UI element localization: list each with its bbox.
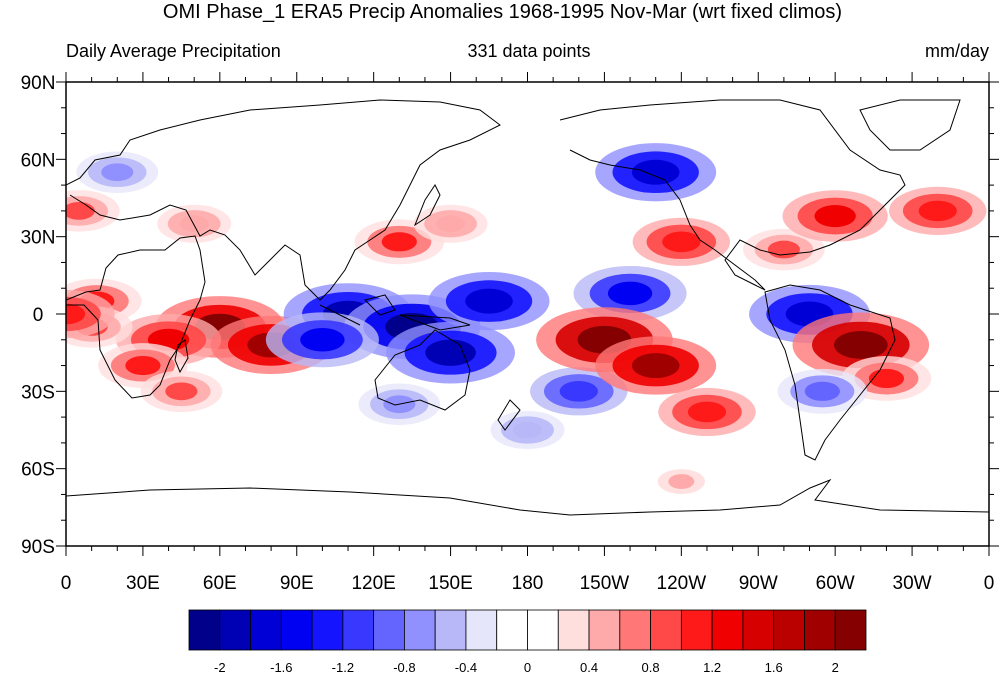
- colorbar-label: -0.4: [455, 660, 477, 675]
- anomaly-core: [833, 331, 888, 359]
- colorbar-swatch: [342, 609, 375, 651]
- lon-tick-label: 90W: [739, 573, 778, 594]
- anomaly-core: [687, 401, 727, 423]
- units-label: mm/day: [924, 41, 989, 61]
- colorbar-labels: -2 -1.6 -1.2 -0.8 -0.4 0 0.4 0.8 1.2 1.6 2: [214, 660, 839, 675]
- anomaly-core: [631, 353, 680, 379]
- colorbar-label: 2: [832, 660, 839, 675]
- lat-tick-label: 90S: [21, 537, 55, 558]
- plot-title: OMI Phase_1 ERA5 Precip Anomalies 1968-1…: [162, 1, 843, 23]
- lat-tick-label: 60S: [21, 460, 55, 481]
- latitude-tick-labels: 90N 60N 30N 0 30S 60S 90S: [21, 73, 56, 558]
- lon-tick-label: 0: [984, 573, 995, 594]
- lat-tick-label: 90N: [21, 73, 56, 94]
- colorbar-swatch: [219, 609, 251, 651]
- center-subtitle: 331 data points: [467, 41, 591, 61]
- anomaly-core: [868, 368, 905, 389]
- colorbar-swatch: [557, 609, 590, 651]
- anomaly-core: [381, 232, 417, 252]
- anomaly-core: [767, 240, 800, 259]
- colorbar-swatch: [650, 609, 682, 651]
- anomaly-core: [607, 281, 653, 306]
- lat-tick-label: 30N: [21, 228, 56, 249]
- colorbar-swatch: [373, 609, 405, 651]
- lon-tick-label: 120E: [351, 573, 395, 594]
- anomaly-core: [425, 339, 476, 366]
- anomaly-core: [465, 288, 513, 314]
- lon-tick-label: 0: [61, 573, 72, 594]
- colorbar-label: -2: [214, 660, 226, 675]
- anomaly-core: [814, 205, 856, 228]
- anomaly-core: [662, 231, 701, 253]
- anomaly-core: [918, 200, 957, 222]
- anomaly-core: [512, 421, 543, 439]
- anomaly-core: [179, 215, 209, 232]
- colorbar-swatch: [804, 609, 836, 651]
- anomaly-core: [66, 303, 86, 325]
- lon-tick-label: 120W: [657, 573, 707, 594]
- colorbar-label: -1.2: [332, 660, 354, 675]
- anomaly-core: [165, 382, 198, 401]
- lat-tick-label: 30S: [21, 382, 55, 403]
- colorbar-swatch: [619, 609, 651, 651]
- colorbar-swatch: [496, 609, 528, 651]
- left-subtitle: Daily Average Precipitation: [66, 41, 281, 61]
- coastlines: [66, 99, 989, 516]
- anomaly-core: [300, 328, 345, 352]
- anomaly-core: [804, 381, 840, 401]
- colorbar-swatch: [188, 609, 221, 651]
- colorbar-label: 1.2: [703, 660, 721, 675]
- lon-tick-label: 60W: [816, 573, 855, 594]
- colorbar-label: -0.8: [393, 660, 415, 675]
- lon-tick-label: 180: [512, 573, 544, 594]
- colorbar-swatch: [311, 609, 344, 651]
- colorbar-swatch: [280, 609, 313, 651]
- colorbar-swatch: [588, 609, 621, 651]
- colorbar-swatch: [680, 609, 713, 651]
- colorbar-swatch: [527, 609, 559, 651]
- colorbar-swatch: [250, 609, 282, 651]
- anomaly-core: [559, 381, 598, 402]
- anomaly-field: [66, 143, 987, 499]
- anomaly-core: [631, 159, 680, 185]
- anomaly-core: [101, 163, 134, 182]
- colorbar-swatch: [434, 609, 467, 651]
- colorbar-label: 0.8: [642, 660, 660, 675]
- anomaly-core: [66, 202, 95, 220]
- lon-tick-label: 90E: [280, 573, 314, 594]
- longitude-tick-labels: 0 30E 60E 90E 120E 150E 180 150W 120W 90W 60W 30W 0: [61, 573, 995, 594]
- lon-tick-label: 150E: [428, 573, 472, 594]
- lat-tick-label: 0: [33, 305, 44, 326]
- lon-tick-label: 30E: [126, 573, 160, 594]
- anomaly-core: [668, 474, 695, 489]
- colorbar-swatch: [773, 609, 805, 651]
- anomaly-core: [436, 215, 466, 232]
- colorbar-label: 1.6: [765, 660, 783, 675]
- lon-tick-label: 150W: [580, 573, 630, 594]
- colorbar-label: -1.6: [270, 660, 292, 675]
- anomaly-core: [125, 355, 161, 376]
- colorbar-swatch: [834, 609, 867, 651]
- colorbar-swatch: [465, 609, 498, 651]
- colorbar-swatch: [404, 609, 436, 651]
- lon-tick-label: 60E: [203, 573, 237, 594]
- lon-tick-label: 30W: [893, 573, 932, 594]
- lat-tick-label: 60N: [21, 150, 56, 171]
- colorbar-swatch: [711, 609, 744, 651]
- colorbar-swatch: [742, 609, 775, 651]
- colorbar: [188, 609, 867, 651]
- colorbar-label: 0.4: [580, 660, 598, 675]
- map-frame: [56, 72, 999, 556]
- colorbar-label: 0: [524, 660, 531, 675]
